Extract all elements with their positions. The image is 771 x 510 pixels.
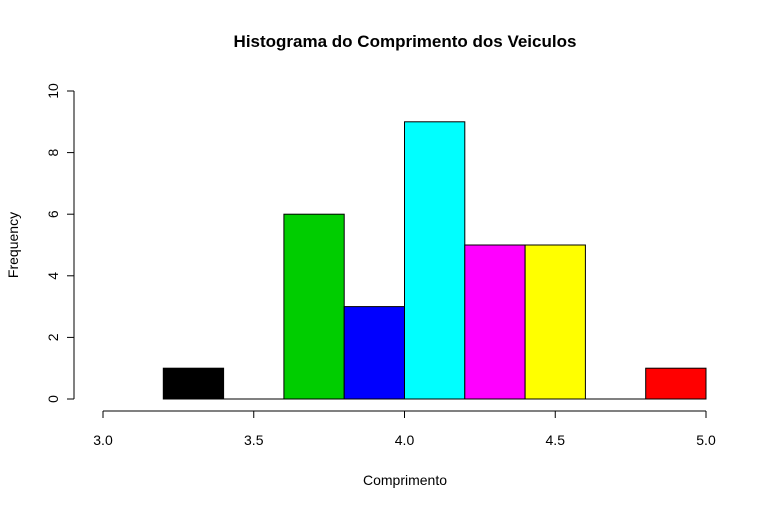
chart-title: Histograma do Comprimento dos Veiculos: [234, 32, 577, 51]
y-tick-label-3: 6: [45, 210, 61, 218]
histogram-bar-0: [162, 367, 225, 400]
histogram-bar-6: [524, 244, 586, 400]
histogram-bar-4: [404, 121, 466, 400]
x-tick-label-2: 4.0: [395, 432, 415, 448]
x-axis-label: Comprimento: [363, 472, 447, 488]
x-axis: 3.0 3.5 4.0 4.5 5.0: [93, 410, 716, 448]
bars-group: [162, 121, 707, 400]
y-axis-label: Frequency: [5, 212, 21, 278]
y-axis: 0 2 4 6 8 10: [45, 83, 75, 403]
y-tick-label-2: 4: [45, 272, 61, 280]
histogram-bar-8: [645, 367, 707, 400]
y-tick-label-4: 8: [45, 148, 61, 156]
y-tick-label-1: 2: [45, 333, 61, 341]
histogram-bar-5: [464, 244, 526, 400]
x-tick-label-3: 4.5: [546, 432, 566, 448]
histogram-bar-2: [283, 213, 345, 400]
x-tick-label-0: 3.0: [93, 432, 113, 448]
x-tick-label-1: 3.5: [244, 432, 264, 448]
y-tick-label-5: 10: [45, 83, 61, 99]
x-tick-label-4: 5.0: [696, 432, 716, 448]
y-tick-label-0: 0: [45, 395, 61, 403]
histogram-bar-3: [343, 306, 406, 400]
